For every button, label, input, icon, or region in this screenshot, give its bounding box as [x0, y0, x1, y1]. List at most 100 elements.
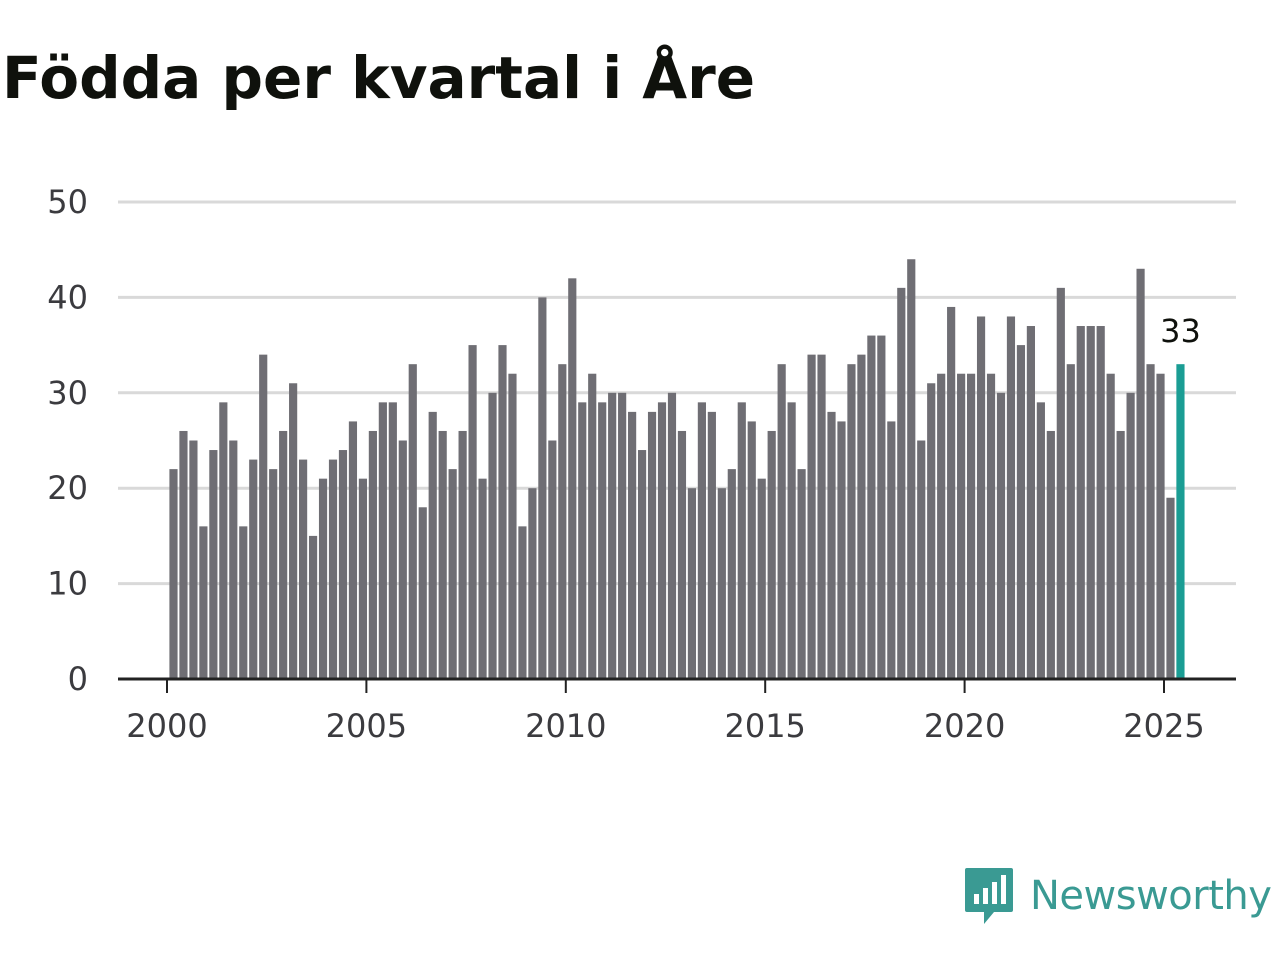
- bar: [877, 335, 886, 679]
- bar: [448, 469, 457, 679]
- brand-name: Newsworthy: [1030, 873, 1272, 919]
- bar: [957, 373, 966, 679]
- bar: [777, 364, 786, 679]
- bar: [976, 316, 986, 679]
- bar: [538, 297, 547, 679]
- bar: [508, 373, 517, 679]
- bar: [299, 459, 308, 679]
- bar: [657, 402, 667, 679]
- brand-logo: Newsworthy: [964, 866, 1272, 926]
- bar: [966, 373, 976, 679]
- bar: [837, 421, 846, 679]
- bar: [568, 278, 577, 679]
- bar: [867, 335, 876, 679]
- bar: [388, 402, 397, 679]
- bar: [857, 354, 866, 679]
- bar: [478, 478, 487, 679]
- bar: [1126, 392, 1135, 679]
- bar: [628, 411, 637, 679]
- bar: [1166, 497, 1175, 679]
- bar: [1016, 345, 1026, 679]
- bar: [368, 430, 377, 679]
- bar: [1116, 430, 1125, 679]
- bar: [897, 287, 906, 679]
- bar: [239, 526, 248, 679]
- bar: [488, 392, 497, 679]
- bar: [199, 526, 208, 679]
- bar: [907, 259, 916, 679]
- bar: [1036, 402, 1045, 679]
- bar: [1086, 326, 1095, 679]
- bar: [677, 430, 687, 679]
- bar: [169, 469, 178, 679]
- bar: [917, 440, 926, 679]
- bar: [727, 469, 736, 679]
- bar: [428, 411, 437, 679]
- bar-highlight: [1176, 364, 1185, 679]
- bar: [1066, 364, 1075, 679]
- bar: [707, 411, 716, 679]
- bar: [737, 402, 746, 679]
- bar: [947, 306, 956, 679]
- bar: [408, 364, 417, 679]
- bar: [717, 488, 726, 679]
- bar: [398, 440, 407, 679]
- bars: [169, 259, 1185, 679]
- y-tick-label-50: 50: [47, 183, 88, 221]
- bar: [548, 440, 557, 679]
- bar: [1146, 364, 1155, 679]
- bar: [797, 469, 806, 679]
- x-tick-label-2010: 2010: [525, 707, 606, 745]
- x-tick-label-2020: 2020: [924, 707, 1005, 745]
- bar: [279, 430, 288, 679]
- bar: [468, 345, 477, 679]
- bar: [518, 526, 527, 679]
- y-tick-label-10: 10: [47, 565, 88, 603]
- x-tick-label-2000: 2000: [126, 707, 207, 745]
- x-tick-label-2015: 2015: [724, 707, 805, 745]
- bar: [338, 450, 348, 679]
- bar: [219, 402, 228, 679]
- bar: [259, 354, 268, 679]
- bar: [1096, 326, 1105, 679]
- bar: [937, 373, 946, 679]
- bar: [318, 478, 328, 679]
- bar: [358, 478, 368, 679]
- bar: [887, 421, 896, 679]
- bar: [578, 402, 587, 679]
- bar: [618, 392, 627, 679]
- bar: [249, 459, 258, 679]
- bar: [289, 383, 298, 679]
- bar-chart-speech-bubble-icon: [965, 868, 1013, 924]
- bar: [1026, 326, 1035, 679]
- bar: [558, 364, 567, 679]
- bar: [986, 373, 996, 679]
- bar: [348, 421, 358, 679]
- bar: [189, 440, 198, 679]
- bar: [996, 392, 1006, 679]
- bar: [598, 402, 607, 679]
- bar: [229, 440, 238, 679]
- bar: [687, 488, 697, 679]
- bar: [927, 383, 936, 679]
- bar: [528, 488, 537, 679]
- y-axis-tick-labels: 0 10 20 30 40 50: [47, 183, 88, 698]
- data-label-highlight: 33: [1160, 312, 1201, 350]
- bar: [378, 402, 387, 679]
- bar: [697, 402, 706, 679]
- chart-title: Födda per kvartal i Åre: [2, 44, 756, 112]
- y-tick-label-30: 30: [47, 374, 88, 412]
- x-axis-tick-labels: 2000 2005 2010 2015 2020 2025: [126, 679, 1205, 745]
- x-tick-label-2005: 2005: [326, 707, 407, 745]
- bar: [328, 459, 338, 679]
- bar: [498, 345, 507, 679]
- bar: [209, 450, 218, 679]
- bar: [1076, 326, 1085, 679]
- bar: [667, 392, 677, 679]
- data-labels: 33: [1160, 312, 1201, 350]
- bar: [1056, 287, 1065, 679]
- bar: [438, 430, 447, 679]
- bar-chart: 0 10 20 30 40 50 2000 2005 2010 2015 2020 2025 33: [47, 183, 1236, 745]
- bar: [817, 354, 826, 679]
- bar: [1156, 373, 1165, 679]
